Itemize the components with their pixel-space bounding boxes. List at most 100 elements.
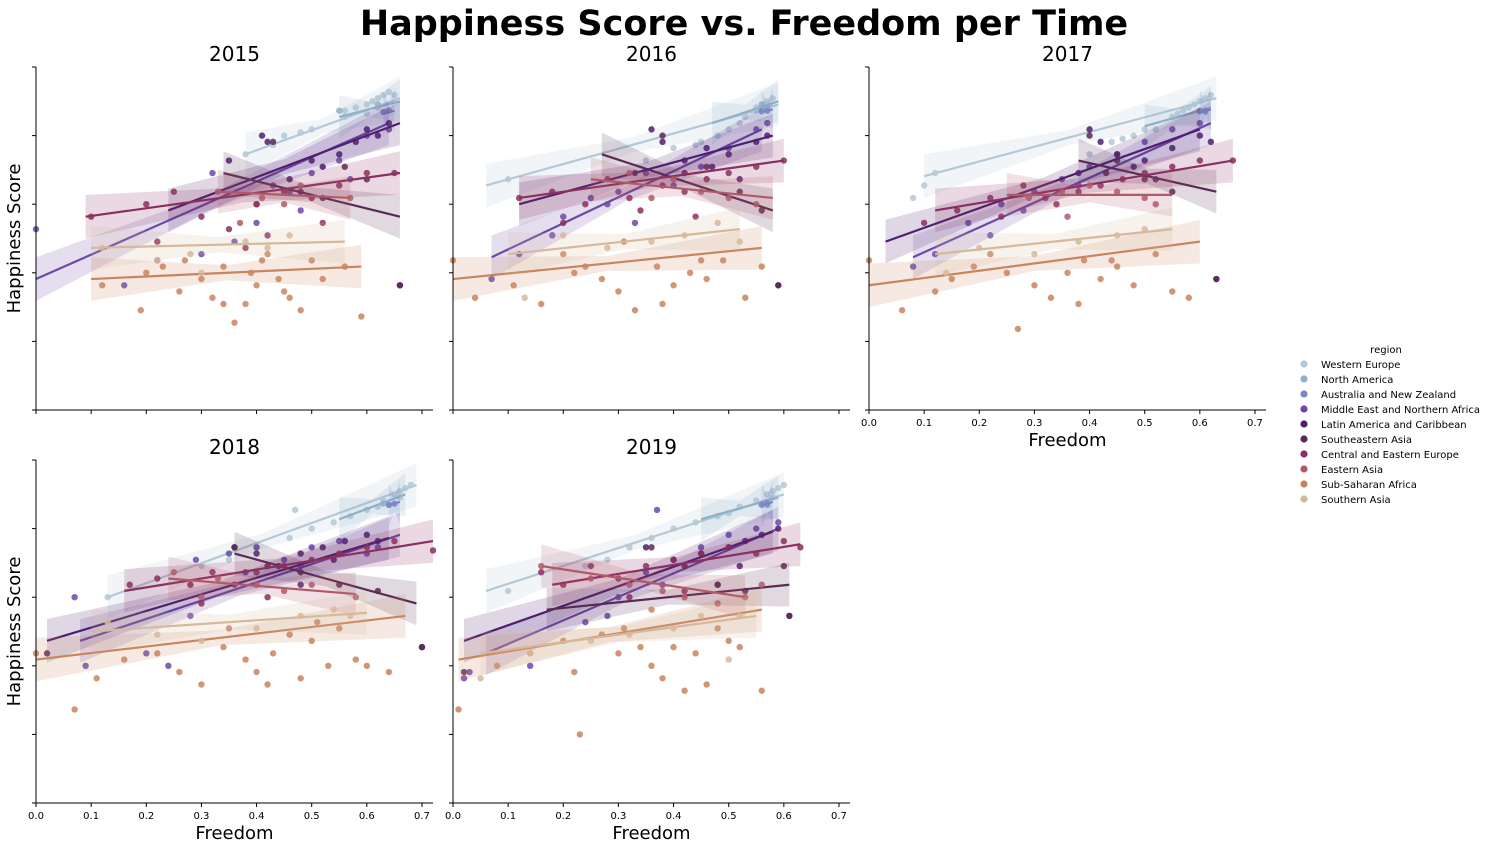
data-point	[987, 250, 994, 258]
data-point	[154, 650, 161, 657]
data-point	[653, 506, 661, 514]
data-point	[374, 94, 382, 102]
data-point	[725, 126, 732, 133]
data-point	[286, 232, 293, 239]
data-point	[1047, 294, 1055, 301]
series-sub-saharan-africa	[865, 219, 1200, 333]
data-point	[758, 687, 765, 694]
data-point	[1196, 157, 1204, 164]
data-point	[253, 219, 260, 227]
data-point	[648, 662, 655, 669]
data-point	[319, 275, 326, 283]
legend-label: Australia and New Zealand	[1321, 390, 1456, 401]
legend-item-eastern-asia: Eastern Asia	[1300, 465, 1383, 476]
data-point	[380, 91, 387, 99]
data-point	[637, 643, 644, 651]
panel-2016: 2016	[449, 42, 850, 414]
data-point	[1113, 188, 1121, 195]
data-point	[670, 556, 677, 563]
data-point	[209, 169, 216, 177]
data-point	[549, 232, 556, 239]
data-point	[526, 662, 534, 669]
legend-title: region	[1370, 345, 1402, 356]
data-point	[753, 201, 760, 208]
data-point	[242, 244, 249, 252]
data-point	[560, 213, 567, 220]
regression-line	[85, 171, 401, 218]
data-point	[291, 506, 299, 514]
series-southern-asia	[91, 219, 345, 276]
series-southeastern-asia	[1078, 132, 1220, 283]
data-point	[341, 163, 348, 170]
data-point	[214, 575, 222, 582]
data-point	[369, 98, 376, 105]
data-point	[143, 201, 150, 208]
data-point	[615, 650, 622, 657]
data-point	[1108, 138, 1115, 146]
data-point	[352, 594, 360, 601]
data-point	[697, 138, 705, 146]
data-point	[758, 207, 765, 214]
data-point	[176, 288, 183, 295]
x-tick-label: 0.3	[193, 811, 209, 822]
data-point	[725, 194, 732, 202]
x-tick-label: 0.7	[1247, 418, 1263, 429]
data-point	[670, 643, 677, 651]
data-point	[253, 282, 260, 289]
data-point	[780, 562, 788, 570]
legend-marker	[1300, 465, 1308, 473]
x-tick-label: 0.7	[831, 811, 847, 822]
data-point	[725, 169, 732, 177]
data-point	[659, 138, 666, 146]
data-point	[1196, 132, 1204, 139]
data-point	[336, 625, 343, 632]
data-point	[391, 91, 398, 99]
data-point	[264, 244, 271, 252]
data-point	[363, 544, 371, 551]
data-point	[363, 169, 371, 177]
data-point	[1130, 132, 1137, 139]
regression-line	[1199, 108, 1212, 113]
data-point	[909, 194, 917, 202]
x-axis-label: Freedom	[195, 823, 273, 844]
regression-line	[480, 614, 757, 655]
data-point	[631, 219, 639, 227]
data-point	[198, 681, 205, 688]
data-point	[385, 88, 393, 96]
data-point	[998, 213, 1005, 220]
regression-line	[217, 190, 351, 200]
series-southern-asia	[935, 207, 1173, 276]
data-point	[786, 612, 793, 620]
data-point	[1207, 91, 1215, 99]
data-point	[1169, 144, 1176, 152]
data-point	[954, 207, 961, 214]
data-point	[703, 681, 710, 688]
legend-label: Southern Asia	[1321, 495, 1391, 506]
data-point	[626, 581, 633, 588]
data-point	[1064, 269, 1071, 276]
regression-line	[91, 265, 362, 281]
data-point	[582, 618, 589, 626]
data-point	[1086, 132, 1093, 139]
data-point	[1207, 138, 1215, 146]
data-point	[725, 656, 732, 663]
data-point	[253, 668, 260, 676]
data-point	[269, 138, 277, 146]
data-point	[1213, 275, 1220, 283]
regression-line	[388, 500, 401, 507]
data-point	[308, 637, 315, 645]
data-point	[970, 263, 977, 270]
plot-area	[865, 76, 1237, 333]
data-point	[297, 550, 304, 557]
series-eastern-asia	[214, 169, 354, 227]
panel-title: 2018	[209, 435, 260, 459]
data-point	[571, 668, 578, 676]
legend-item-latin-america-and-caribbean: Latin America and Caribbean	[1300, 420, 1467, 431]
x-tick-label: 0.3	[1026, 418, 1042, 429]
series-sub-saharan-africa	[449, 226, 765, 314]
data-point	[225, 625, 233, 632]
regression-line	[458, 608, 762, 661]
legend-label: Central and Eastern Europe	[1321, 450, 1459, 461]
series-southeastern-asia	[460, 544, 793, 676]
regression-line	[519, 159, 784, 200]
